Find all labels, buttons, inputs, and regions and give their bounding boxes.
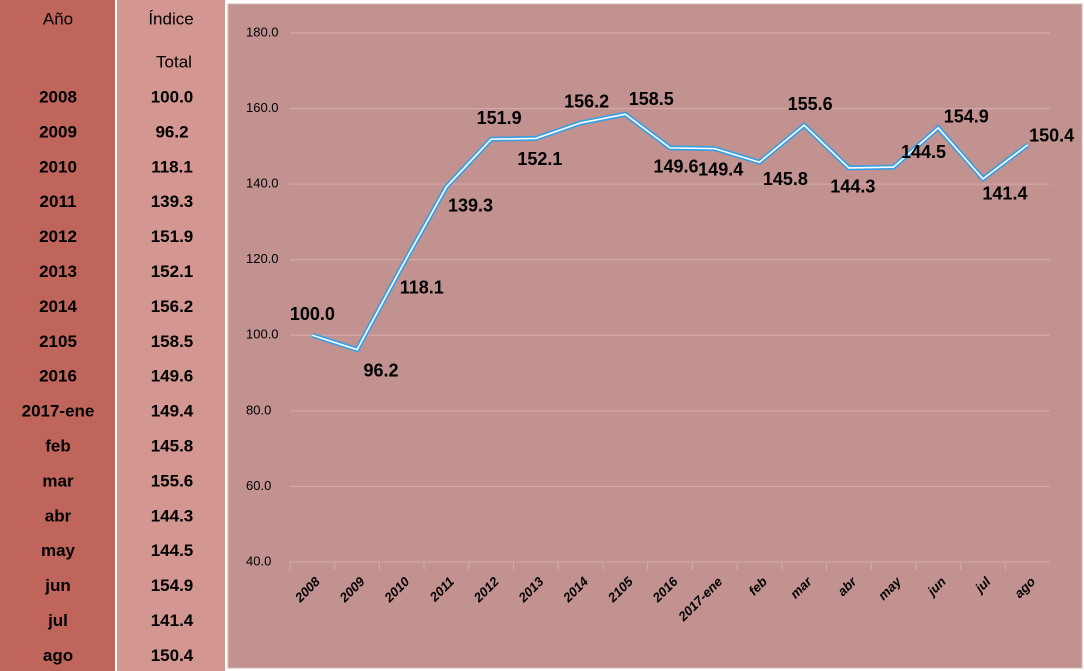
- data-label: 149.4: [698, 159, 743, 179]
- data-label: 118.1: [400, 278, 444, 298]
- table-cell: 145.8: [151, 436, 194, 455]
- table-cell: 2010: [39, 157, 77, 176]
- table-cell: 149.4: [151, 402, 194, 421]
- table-cell: 2008: [39, 87, 77, 106]
- table-cell: 158.5: [151, 332, 194, 351]
- index-column: [117, 0, 225, 671]
- y-tick-label: 180.0: [246, 24, 279, 39]
- table-cell: feb: [45, 436, 71, 455]
- year-column: [0, 0, 115, 671]
- table-cell: 154.9: [151, 576, 194, 595]
- table-cell: mar: [42, 471, 74, 490]
- table-cell: 141.4: [151, 611, 194, 630]
- data-label: 141.4: [982, 184, 1027, 204]
- table-cell: 100.0: [151, 87, 194, 106]
- table-cell: 96.2: [155, 122, 188, 141]
- table-cell: 155.6: [151, 471, 194, 490]
- table-cell: 118.1: [151, 157, 193, 176]
- table-header: Índice: [148, 9, 193, 28]
- table-cell: 150.4: [151, 646, 194, 665]
- y-tick-label: 100.0: [246, 327, 279, 342]
- table-cell: abr: [45, 506, 72, 525]
- table-cell: 152.1: [151, 262, 194, 281]
- data-label: 152.1: [517, 149, 562, 169]
- table-cell: 2016: [39, 367, 77, 386]
- table-cell: ago: [43, 646, 73, 665]
- data-label: 144.3: [830, 177, 875, 197]
- table-cell: 144.3: [151, 506, 194, 525]
- table-cell: 149.6: [151, 367, 194, 386]
- table-cell: 2105: [39, 332, 77, 351]
- y-tick-label: 60.0: [246, 478, 271, 493]
- y-tick-label: 40.0: [246, 553, 271, 568]
- data-label: 100.0: [290, 304, 335, 324]
- series-line: [312, 113, 1029, 351]
- y-tick-label: 160.0: [246, 100, 279, 115]
- table-cell: 139.3: [151, 192, 194, 211]
- data-label: 150.4: [1029, 126, 1074, 146]
- table-cell: 2014: [39, 297, 77, 316]
- table-cell: 2009: [39, 122, 77, 141]
- table-cell: 151.9: [151, 227, 194, 246]
- data-label: 155.6: [788, 94, 833, 114]
- data-label: 96.2: [364, 360, 399, 380]
- chart-area: [227, 3, 1083, 669]
- y-tick-label: 120.0: [246, 251, 279, 266]
- table-cell: jun: [44, 576, 71, 595]
- table-cell: 2013: [39, 262, 77, 281]
- data-label: 139.3: [448, 196, 493, 216]
- table-cell: 2012: [39, 227, 77, 246]
- table-header: Año: [43, 9, 73, 28]
- table-cell: 2017-ene: [22, 402, 95, 421]
- data-label: 156.2: [564, 92, 609, 112]
- table-cell: jul: [47, 611, 68, 630]
- table-cell: 144.5: [151, 541, 194, 560]
- table-cell: 2011: [40, 192, 77, 211]
- data-label: 149.6: [653, 157, 698, 177]
- data-label: 144.5: [901, 142, 946, 162]
- table-cell: may: [41, 541, 76, 560]
- data-label: 151.9: [477, 108, 522, 128]
- y-tick-label: 80.0: [246, 402, 271, 417]
- y-tick-label: 140.0: [246, 176, 279, 191]
- data-label: 158.5: [629, 89, 674, 109]
- data-label: 154.9: [944, 107, 989, 127]
- table-cell: 156.2: [151, 297, 194, 316]
- data-label: 145.8: [763, 169, 808, 189]
- table-header: Total: [156, 52, 192, 71]
